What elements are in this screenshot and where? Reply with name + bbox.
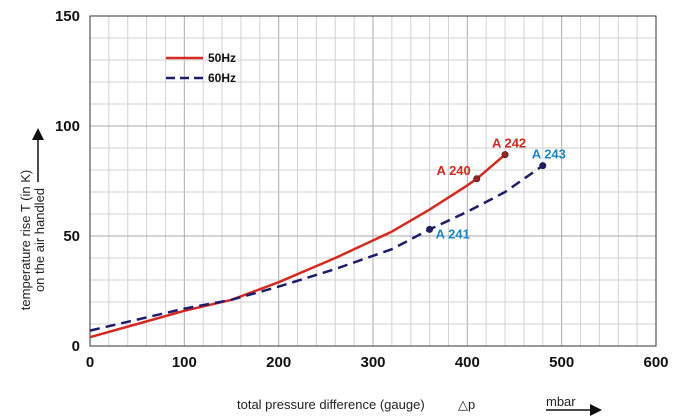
annotation-label: A 243: [532, 147, 566, 162]
y-tick-label: 150: [55, 8, 80, 25]
annotations: A 240 A 242 A 241 A 243: [426, 136, 566, 241]
annotation-point: [539, 162, 547, 170]
annotation-label: A 240: [437, 163, 471, 178]
x-tick-label: 600: [643, 354, 668, 371]
annotation-point: [426, 225, 434, 233]
series-line-50hz: [89, 153, 506, 339]
y-tick-label: 0: [72, 338, 80, 355]
series-line-60hz: [89, 164, 544, 332]
x-tick-label: 100: [172, 354, 197, 371]
x-tick-label: 0: [86, 354, 94, 371]
x-tick-label: 400: [455, 354, 480, 371]
legend-label-50hz: 50Hz: [208, 51, 236, 65]
x-tick-label: 500: [549, 354, 574, 371]
x-axis-label: total pressure difference (gauge): [237, 397, 425, 412]
annotation-label: A 241: [436, 226, 470, 241]
x-tick-label: 300: [360, 354, 385, 371]
y-axis-label-line1: temperature rise T (in K): [18, 170, 33, 310]
y-tick-label: 50: [63, 228, 80, 245]
plot-frame: [89, 15, 657, 347]
x-axis-unit: mbar: [546, 394, 576, 409]
legend-label-60hz: 60Hz: [208, 71, 236, 85]
annotation-point: [501, 151, 509, 159]
ticks: 0 100 200 300 400 500 600 0 50 100 150: [55, 8, 669, 371]
grid: [89, 15, 657, 347]
y-tick-label: 100: [55, 118, 80, 135]
x-axis-symbol: △p: [458, 397, 475, 412]
annotation-label: A 242: [492, 136, 526, 151]
y-axis-label: temperature rise T (in K) on the air han…: [18, 170, 47, 310]
legend: 50Hz 60Hz: [166, 51, 236, 85]
series-lines: [89, 153, 544, 339]
x-tick-label: 200: [266, 354, 291, 371]
annotation-point: [473, 175, 481, 183]
y-axis-label-line2: on the air handled: [32, 188, 47, 292]
